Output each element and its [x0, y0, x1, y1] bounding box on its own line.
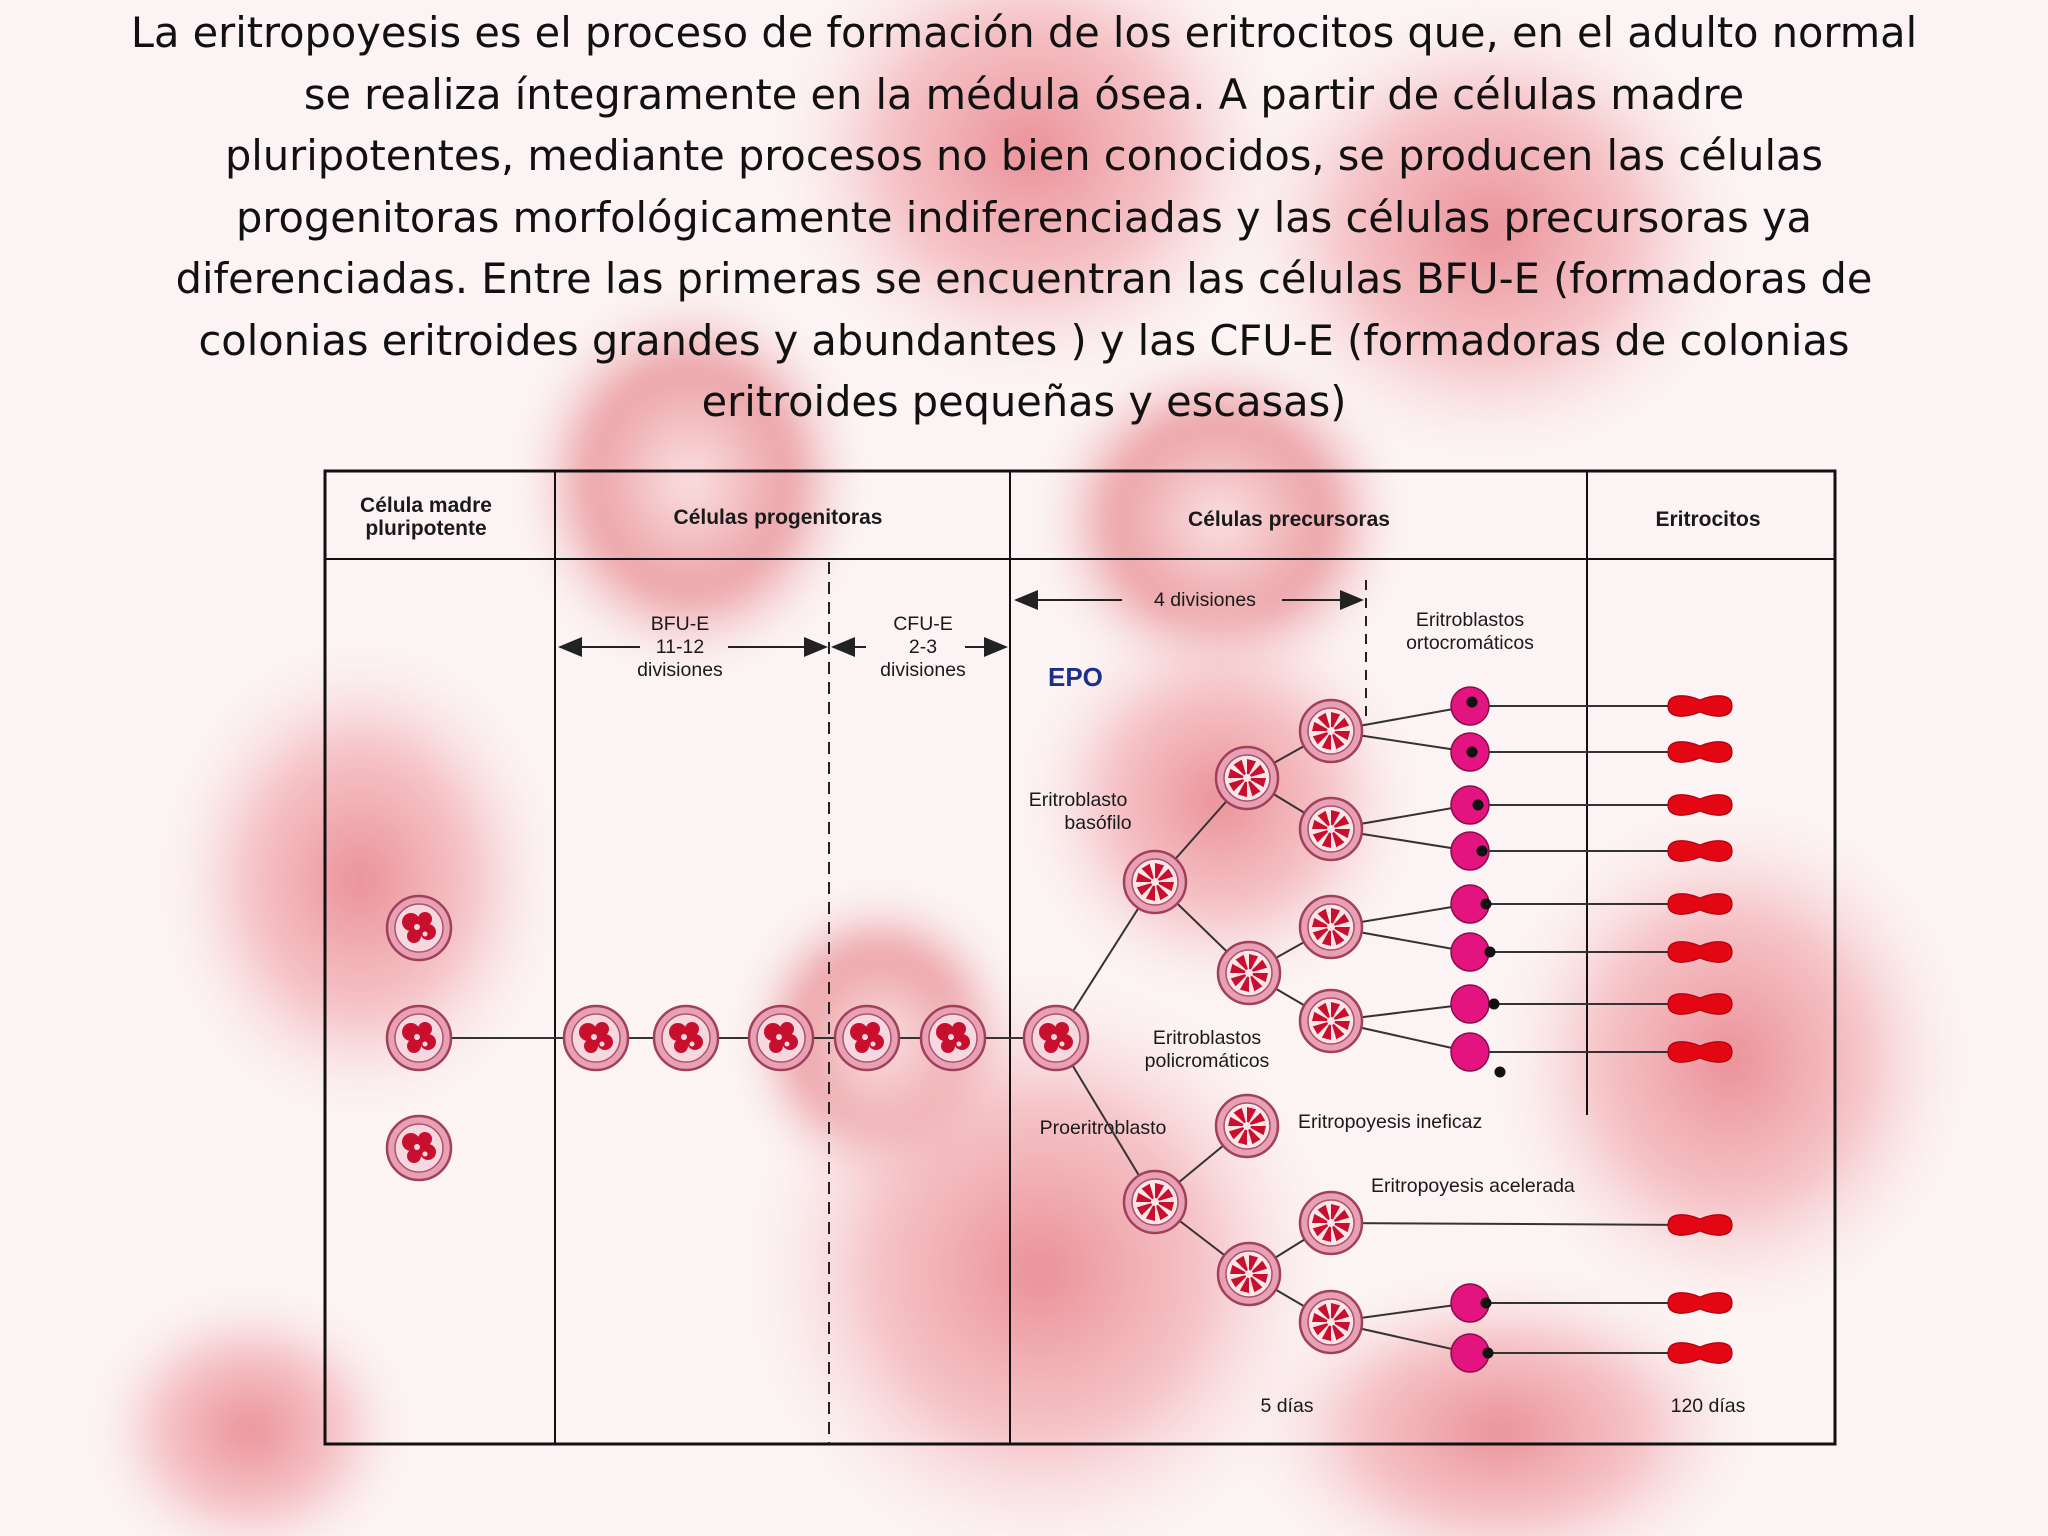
orthochromatic-erythroblast: [1450, 1333, 1494, 1373]
progenitor-cell: [919, 1004, 987, 1072]
erythrocyte: [1667, 840, 1733, 862]
proerythroblast-cell: [1022, 1004, 1090, 1072]
orthochromatic-erythroblast: [1450, 732, 1490, 772]
cell-layer: [385, 686, 1733, 1373]
progenitor-cell: [833, 1004, 901, 1072]
orthochromatic-erythroblast: [1450, 1283, 1492, 1323]
bfu-label: divisiones: [637, 659, 723, 681]
intro-line: progenitoras morfológicamente indiferenc…: [236, 192, 1812, 242]
connector-line: [1330, 1222, 1703, 1226]
erythrocyte: [1667, 1292, 1733, 1314]
intro-line: colonias eritroides grandes y abundantes…: [198, 315, 1850, 365]
erythrocyte: [1667, 993, 1733, 1015]
polychromatic-erythroblast: [1214, 745, 1280, 811]
header-erythrocytes: Eritrocitos: [1655, 508, 1760, 531]
erythrocyte: [1667, 1041, 1733, 1063]
bfu-label: BFU-E: [651, 613, 710, 635]
polychromatic-erythroblast: [1216, 940, 1282, 1006]
erythrocyte: [1667, 695, 1733, 717]
stem-cell: [385, 1004, 453, 1072]
cfu-label: divisiones: [880, 659, 966, 681]
orthochromatic-erythroblast: [1450, 785, 1490, 825]
polychromatic-label: Eritroblastos: [1153, 1027, 1262, 1049]
erythrocyte: [1667, 941, 1733, 963]
intro-line: diferenciadas. Entre las primeras se enc…: [175, 254, 1873, 303]
erythrocyte: [1667, 1214, 1733, 1236]
basophil-label: basófilo: [1064, 812, 1131, 834]
header-stem-cell: Célula madre: [360, 494, 492, 517]
five-days-label: 5 días: [1260, 1395, 1313, 1417]
basophil-label: Eritroblasto: [1029, 789, 1128, 811]
orthochromatic-erythroblast: [1450, 932, 1496, 972]
intro-line: se realiza íntegramente en la médula óse…: [303, 69, 1745, 119]
orthochromatic-label: Eritroblastos: [1416, 609, 1525, 631]
header-stem-cell: pluripotente: [365, 517, 486, 540]
stem-cell: [385, 1114, 453, 1182]
stem-cell: [385, 894, 453, 962]
orthochromatic-erythroblast: [1450, 1032, 1506, 1078]
intro-paragraph: La eritropoyesis es el proceso de formac…: [110, 2, 1938, 433]
diagram-frame: [323, 469, 1837, 1446]
orthochromatic-erythroblast: [1450, 884, 1492, 924]
orthochromatic-label: ortocromáticos: [1406, 632, 1534, 654]
header-progenitors: Células progenitoras: [674, 506, 883, 529]
days-120-label: 120 días: [1671, 1395, 1746, 1417]
polychromatic-erythroblast: [1214, 1093, 1280, 1159]
ineffective-label: Eritropoyesis ineficaz: [1298, 1111, 1482, 1133]
polychromatic-erythroblast: [1298, 1289, 1364, 1355]
basophil-erythroblast: [1122, 849, 1188, 915]
progenitor-cell: [652, 1004, 720, 1072]
intro-line: pluripotentes, mediante procesos no bien…: [224, 131, 1824, 180]
four-divisions-label: 4 divisiones: [1154, 589, 1256, 611]
bfu-label: 11-12: [656, 636, 704, 658]
polychromatic-erythroblast: [1298, 988, 1364, 1054]
polychromatic-erythroblast: [1298, 796, 1364, 862]
intro-line: La eritropoyesis es el proceso de formac…: [130, 8, 1918, 57]
polychromatic-erythroblast: [1298, 698, 1364, 764]
erythrocyte: [1667, 893, 1733, 915]
erythrocyte: [1667, 1342, 1733, 1364]
proerythroblast-label: Proeritroblasto: [1040, 1117, 1167, 1139]
orthochromatic-erythroblast: [1450, 984, 1500, 1024]
progenitor-cell: [562, 1004, 630, 1072]
polychromatic-erythroblast: [1298, 894, 1364, 960]
cfu-label: 2-3: [909, 636, 937, 658]
basophil-erythroblast: [1122, 1169, 1188, 1235]
erythrocyte: [1667, 794, 1733, 816]
polychromatic-label: policromáticos: [1145, 1050, 1270, 1072]
intro-line: eritroides pequeñas y escasas): [701, 377, 1347, 426]
erythrocyte: [1667, 741, 1733, 763]
header-precursors: Células precursoras: [1188, 508, 1390, 531]
polychromatic-erythroblast: [1298, 1190, 1364, 1256]
epo-label: EPO: [1048, 662, 1103, 692]
polychromatic-erythroblast: [1216, 1241, 1282, 1307]
orthochromatic-erythroblast: [1450, 831, 1490, 871]
cfu-label: CFU-E: [893, 613, 953, 635]
orthochromatic-erythroblast: [1450, 686, 1490, 726]
accelerated-label: Eritropoyesis acelerada: [1371, 1175, 1575, 1197]
progenitor-cell: [747, 1004, 815, 1072]
